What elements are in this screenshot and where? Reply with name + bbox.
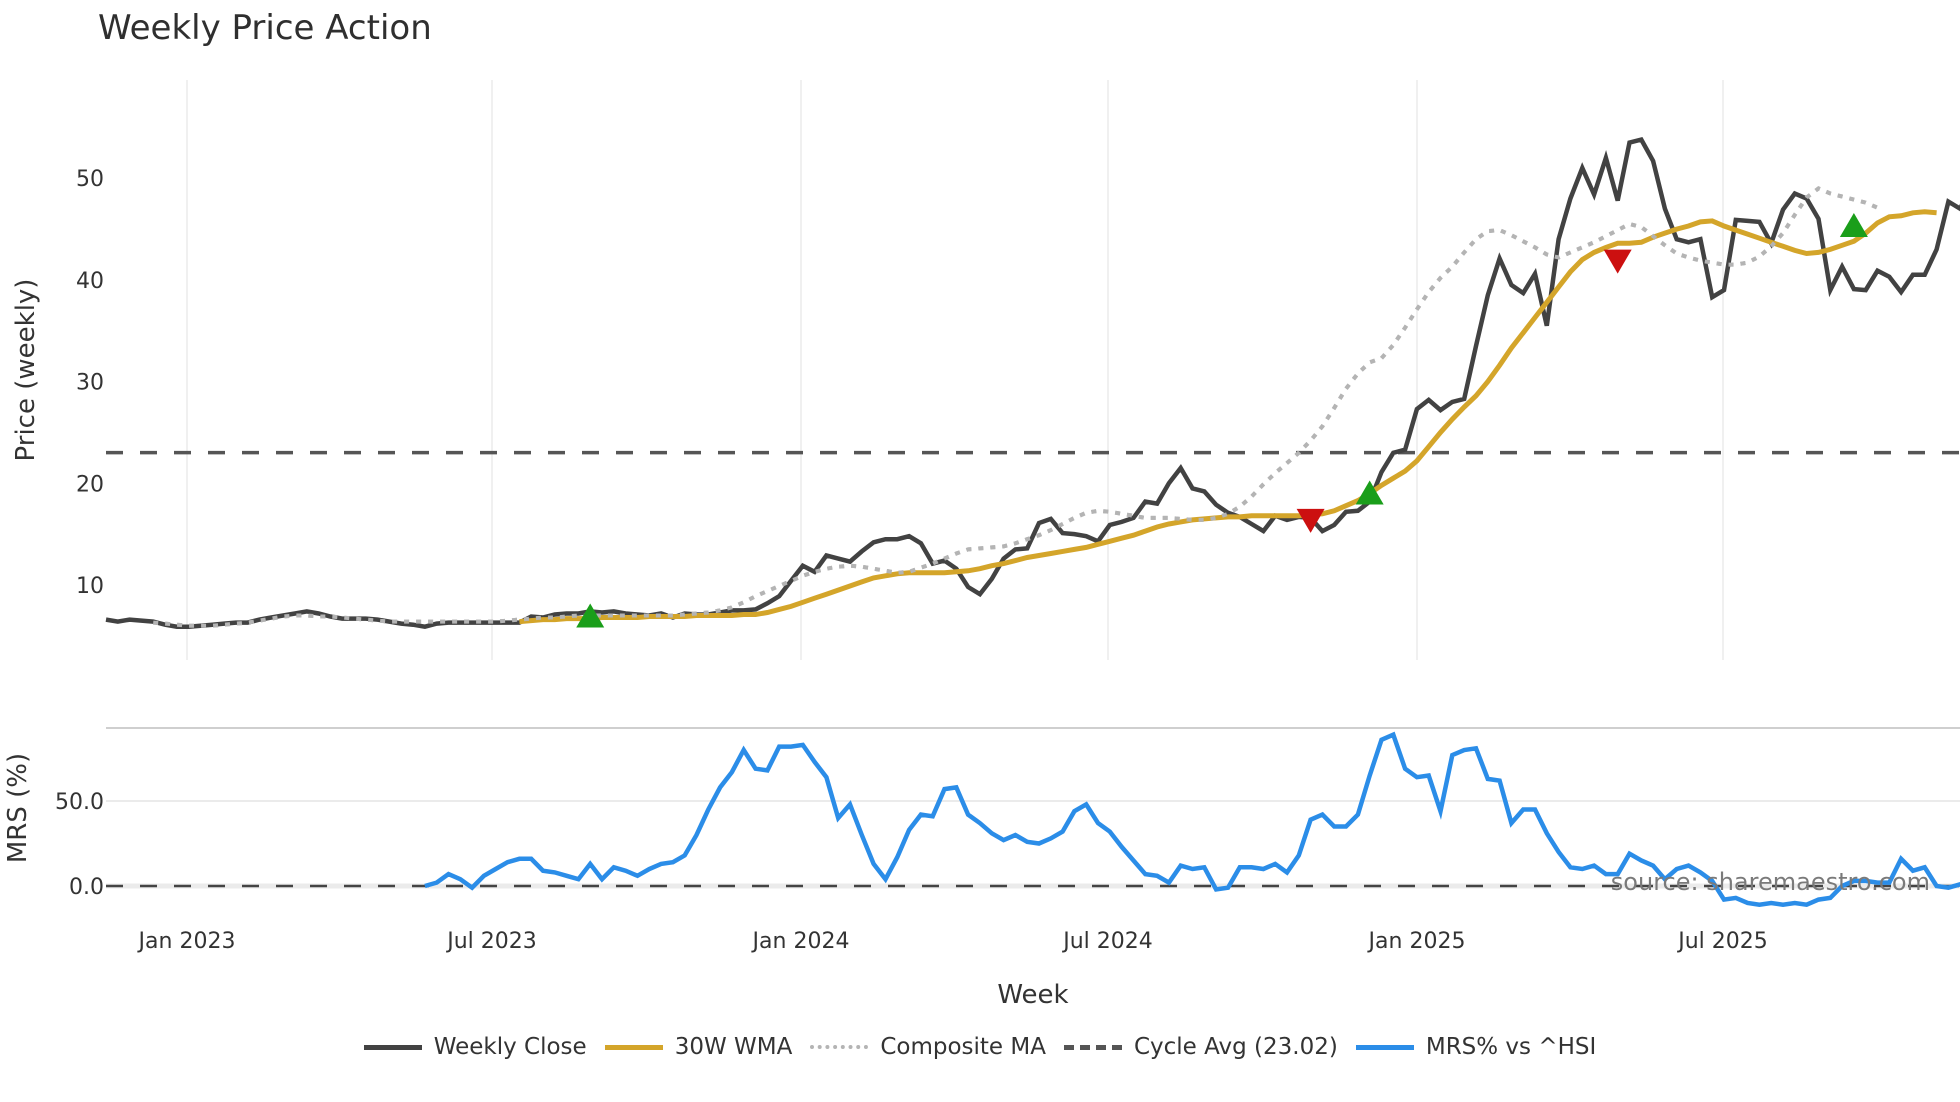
legend: Weekly Close 30W WMA Composite MA Cycle Avg… xyxy=(0,1034,1960,1060)
legend-label: Composite MA xyxy=(880,1034,1046,1060)
x-axis-title: Week xyxy=(997,980,1068,1010)
composite-ma-line-overlay xyxy=(153,186,1879,628)
x-tick-label: Jan 2025 xyxy=(1367,929,1466,954)
x-tick-label: Jul 2023 xyxy=(445,929,537,954)
chart-title: Weekly Price Action xyxy=(98,8,432,48)
x-tick-label: Jul 2024 xyxy=(1061,929,1153,954)
legend-item[interactable]: MRS% vs ^HSI xyxy=(1355,1034,1597,1060)
weekly-close-line xyxy=(105,136,1960,629)
legend-label: MRS% vs ^HSI xyxy=(1425,1034,1597,1060)
legend-swatch-icon xyxy=(604,1044,663,1050)
signal-markers xyxy=(576,212,1868,628)
y-tick-label: 50 xyxy=(76,167,104,192)
x-tick-label: Jan 2023 xyxy=(137,929,236,954)
grid-lines xyxy=(106,80,1960,889)
sell-signal-marker xyxy=(1603,249,1632,274)
mrs-y-tick-label: 50.0 xyxy=(55,790,104,815)
source-watermark: source: sharemaestro.com xyxy=(1611,868,1930,896)
mrs-line xyxy=(424,731,1960,908)
legend-swatch-icon xyxy=(1063,1044,1122,1050)
legend-label: Cycle Avg (23.02) xyxy=(1133,1034,1338,1060)
y-tick-label: 20 xyxy=(76,472,104,497)
legend-label: 30W WMA xyxy=(674,1034,793,1060)
wma30-line xyxy=(519,209,1937,625)
y-tick-label: 40 xyxy=(76,269,104,294)
legend-item[interactable]: Weekly Close xyxy=(363,1034,587,1060)
buy-signal-marker xyxy=(1355,480,1384,505)
buy-signal-marker xyxy=(576,603,605,628)
legend-item[interactable]: Cycle Avg (23.02) xyxy=(1063,1034,1338,1060)
axes: Price (weekly) MRS (%) Week Jan 2023 Jul … xyxy=(3,167,1768,1010)
y-axis-title-mrs: MRS (%) xyxy=(3,753,33,863)
legend-swatch-icon xyxy=(363,1044,422,1050)
legend-item[interactable]: Composite MA xyxy=(810,1034,1046,1060)
x-tick-label: Jan 2024 xyxy=(751,929,850,954)
legend-item[interactable]: 30W WMA xyxy=(604,1034,793,1060)
legend-label: Weekly Close xyxy=(433,1034,587,1060)
legend-swatch-icon xyxy=(810,1045,869,1049)
series xyxy=(105,136,1960,908)
y-tick-label: 30 xyxy=(76,371,104,396)
legend-swatch-icon xyxy=(1355,1044,1414,1050)
buy-signal-marker xyxy=(1839,212,1868,237)
y-axis-title-price: Price (weekly) xyxy=(11,279,41,462)
y-tick-label: 10 xyxy=(76,574,104,599)
sell-signal-marker xyxy=(1296,508,1325,533)
mrs-y-tick-label: 0.0 xyxy=(69,875,104,900)
x-tick-label: Jul 2025 xyxy=(1676,929,1768,954)
